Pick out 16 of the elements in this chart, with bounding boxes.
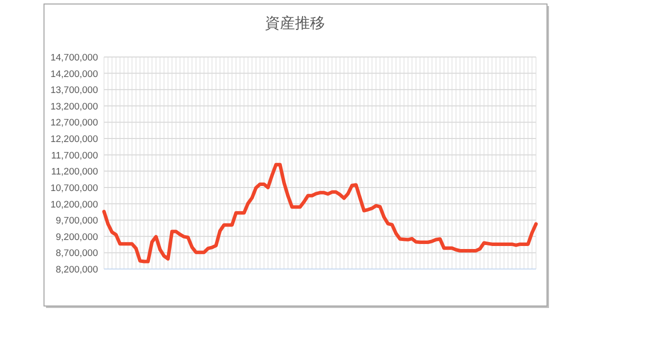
y-tick-label: 11,700,000 [51,150,98,162]
y-tick-label: 8,700,000 [56,248,98,260]
y-tick-label: 13,200,000 [50,101,98,112]
y-tick-label: 10,700,000 [50,182,98,194]
line-series [102,162,538,264]
y-tick-label: 13,700,000 [50,85,98,96]
y-tick-label: 12,200,000 [50,134,98,146]
y-tick-label: 9,700,000 [56,216,98,227]
y-tick-label: 14,700,000 [50,52,98,64]
y-tick-label: 9,200,000 [56,232,98,243]
y-tick-label: 10,200,000 [50,199,98,210]
y-tick-label: 12,700,000 [50,118,98,129]
y-tick-label: 11,200,000 [51,166,98,178]
chart-title: 資産推移 [265,15,325,32]
y-tick-label: 8,200,000 [56,264,98,276]
y-tick-label: 14,200,000 [50,68,98,80]
